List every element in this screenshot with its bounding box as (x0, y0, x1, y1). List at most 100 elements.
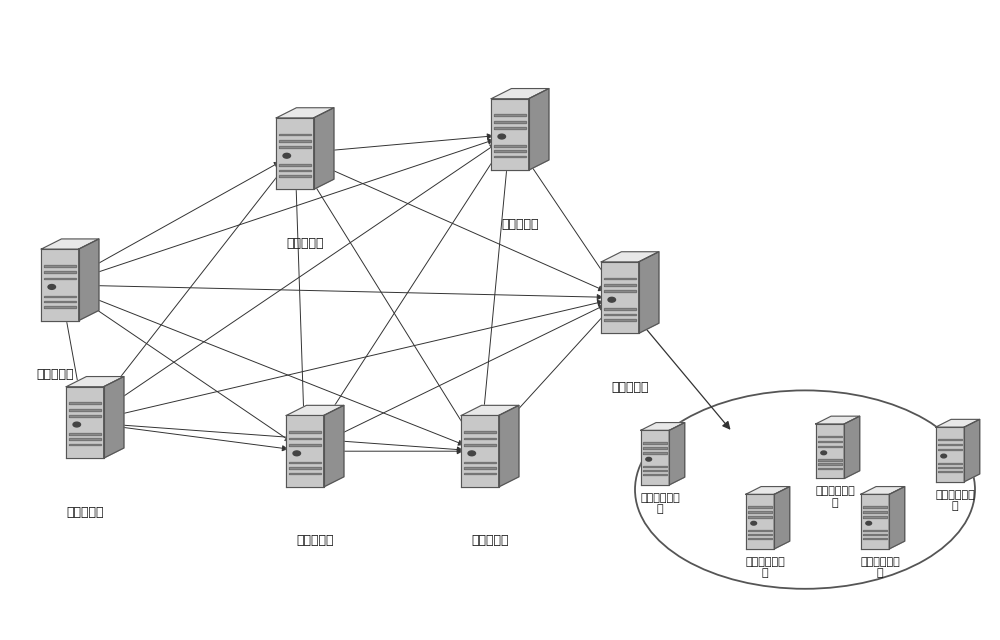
Polygon shape (464, 467, 496, 469)
Polygon shape (816, 424, 844, 479)
Polygon shape (964, 419, 980, 482)
Polygon shape (641, 430, 669, 485)
Circle shape (941, 454, 947, 458)
Polygon shape (746, 494, 774, 549)
Polygon shape (69, 438, 101, 440)
Polygon shape (669, 422, 685, 485)
Text: 数据服务器: 数据服务器 (286, 237, 324, 250)
Polygon shape (289, 431, 321, 433)
Polygon shape (464, 438, 496, 440)
Polygon shape (79, 239, 99, 321)
Polygon shape (818, 445, 842, 447)
Circle shape (866, 522, 872, 525)
Polygon shape (643, 452, 667, 454)
Polygon shape (494, 156, 526, 157)
Circle shape (283, 154, 291, 158)
Polygon shape (44, 296, 76, 297)
Circle shape (751, 522, 757, 525)
Polygon shape (44, 265, 76, 267)
Polygon shape (464, 444, 496, 446)
Text: 储能服务器: 储能服务器 (296, 534, 334, 547)
Text: 配置服务器: 配置服务器 (36, 368, 74, 381)
Polygon shape (69, 403, 101, 404)
Polygon shape (494, 145, 526, 147)
Polygon shape (494, 115, 526, 116)
Polygon shape (289, 444, 321, 446)
Polygon shape (69, 444, 101, 445)
Polygon shape (639, 252, 659, 333)
Polygon shape (748, 534, 772, 535)
Polygon shape (494, 121, 526, 123)
Circle shape (498, 134, 506, 139)
Text: 预测服务器: 预测服务器 (66, 506, 104, 518)
Polygon shape (494, 127, 526, 129)
Polygon shape (279, 134, 311, 136)
Polygon shape (938, 471, 962, 472)
Polygon shape (938, 449, 962, 451)
Polygon shape (494, 150, 526, 152)
Circle shape (73, 422, 81, 427)
Polygon shape (464, 462, 496, 463)
Polygon shape (818, 463, 842, 465)
Polygon shape (889, 486, 905, 549)
Polygon shape (863, 506, 887, 508)
Polygon shape (604, 314, 636, 316)
Polygon shape (44, 278, 76, 280)
Circle shape (646, 458, 652, 461)
Polygon shape (643, 442, 667, 444)
Polygon shape (861, 494, 889, 549)
Polygon shape (818, 436, 842, 437)
Polygon shape (289, 438, 321, 440)
Polygon shape (816, 416, 860, 424)
Circle shape (821, 451, 827, 454)
Polygon shape (286, 405, 344, 415)
Polygon shape (748, 506, 772, 508)
Polygon shape (746, 486, 790, 494)
Polygon shape (748, 511, 772, 513)
Polygon shape (748, 538, 772, 539)
Text: 备用容灾服务
器: 备用容灾服务 器 (860, 557, 900, 579)
Polygon shape (774, 486, 790, 549)
Polygon shape (279, 164, 311, 166)
Circle shape (48, 285, 56, 289)
Polygon shape (936, 427, 964, 482)
Text: 监控服务器: 监控服务器 (471, 534, 509, 547)
Polygon shape (863, 530, 887, 531)
Polygon shape (938, 463, 962, 464)
Polygon shape (491, 88, 549, 99)
Polygon shape (44, 271, 76, 273)
Polygon shape (66, 387, 104, 458)
Text: 调度服务器: 调度服务器 (501, 218, 539, 230)
Polygon shape (601, 252, 659, 262)
Polygon shape (604, 319, 636, 321)
Polygon shape (748, 530, 772, 531)
Polygon shape (938, 467, 962, 468)
Polygon shape (314, 108, 334, 189)
Text: 备用数据服务
器: 备用数据服务 器 (815, 486, 855, 508)
Polygon shape (464, 472, 496, 474)
Polygon shape (863, 534, 887, 535)
Polygon shape (844, 416, 860, 479)
Polygon shape (748, 516, 772, 518)
Circle shape (608, 298, 616, 302)
Polygon shape (863, 511, 887, 513)
Polygon shape (938, 444, 962, 445)
Polygon shape (279, 170, 311, 172)
Circle shape (468, 451, 476, 456)
Polygon shape (279, 175, 311, 177)
Polygon shape (499, 405, 519, 487)
Polygon shape (69, 415, 101, 417)
Text: 备用储能服务
器: 备用储能服务 器 (745, 557, 785, 579)
Text: 备用预测服务
器: 备用预测服务 器 (640, 493, 680, 515)
Text: 备用调度服务
器: 备用调度服务 器 (935, 490, 975, 511)
Polygon shape (464, 431, 496, 433)
Polygon shape (643, 447, 667, 449)
Polygon shape (604, 284, 636, 286)
Polygon shape (69, 433, 101, 435)
Text: 容灾服务器: 容灾服务器 (611, 381, 649, 394)
Polygon shape (604, 308, 636, 310)
Polygon shape (44, 306, 76, 308)
Polygon shape (529, 88, 549, 170)
Polygon shape (279, 140, 311, 142)
Polygon shape (461, 405, 519, 415)
